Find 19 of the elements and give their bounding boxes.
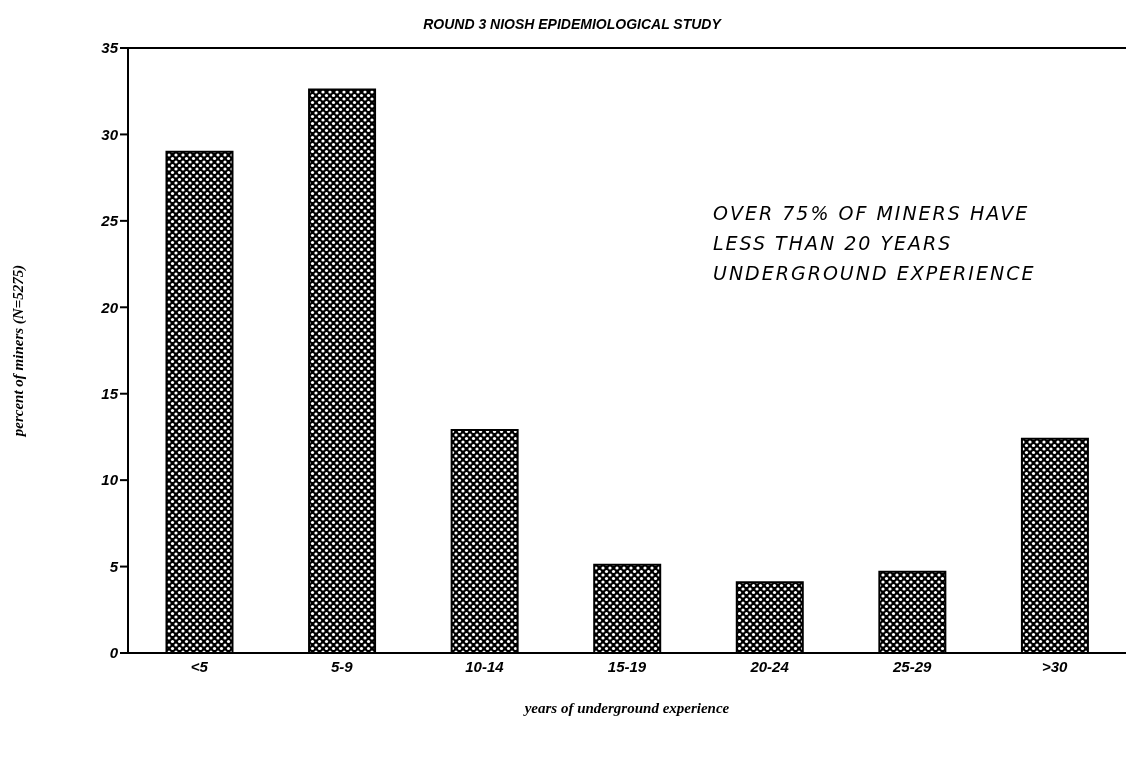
x-tick-label: 5-9: [331, 657, 354, 675]
x-axis-title: years of underground experience: [522, 700, 730, 716]
y-tick-label: 20: [100, 298, 119, 316]
x-tick-label: 20-24: [749, 657, 790, 675]
y-tick-label: 15: [101, 385, 119, 403]
x-tick-label: 25-29: [891, 657, 932, 675]
y-tick-label: 25: [100, 212, 119, 230]
y-tick-label: 0: [109, 644, 119, 662]
y-axis-title: percent of miners (N=5275): [10, 264, 28, 439]
y-tick-label: 5: [109, 557, 119, 575]
annotation: OVER 75% OF MINERS HAVE LESS THAN 20 YEARS UNDERGROUND EXPERIENCE: [713, 201, 1037, 286]
y-tick-label: 30: [101, 125, 119, 143]
x-tick-label: <5: [190, 657, 209, 675]
x-tick-label: 10-14: [465, 657, 505, 675]
chart-title: ROUND 3 NIOSH EPIDEMIOLOGICAL STUDY: [422, 16, 723, 32]
y-tick-label: 35: [101, 39, 119, 57]
x-tick-label: 15-19: [607, 657, 647, 675]
y-tick-label: 10: [101, 471, 119, 489]
x-tick-label: >30: [1041, 657, 1069, 675]
